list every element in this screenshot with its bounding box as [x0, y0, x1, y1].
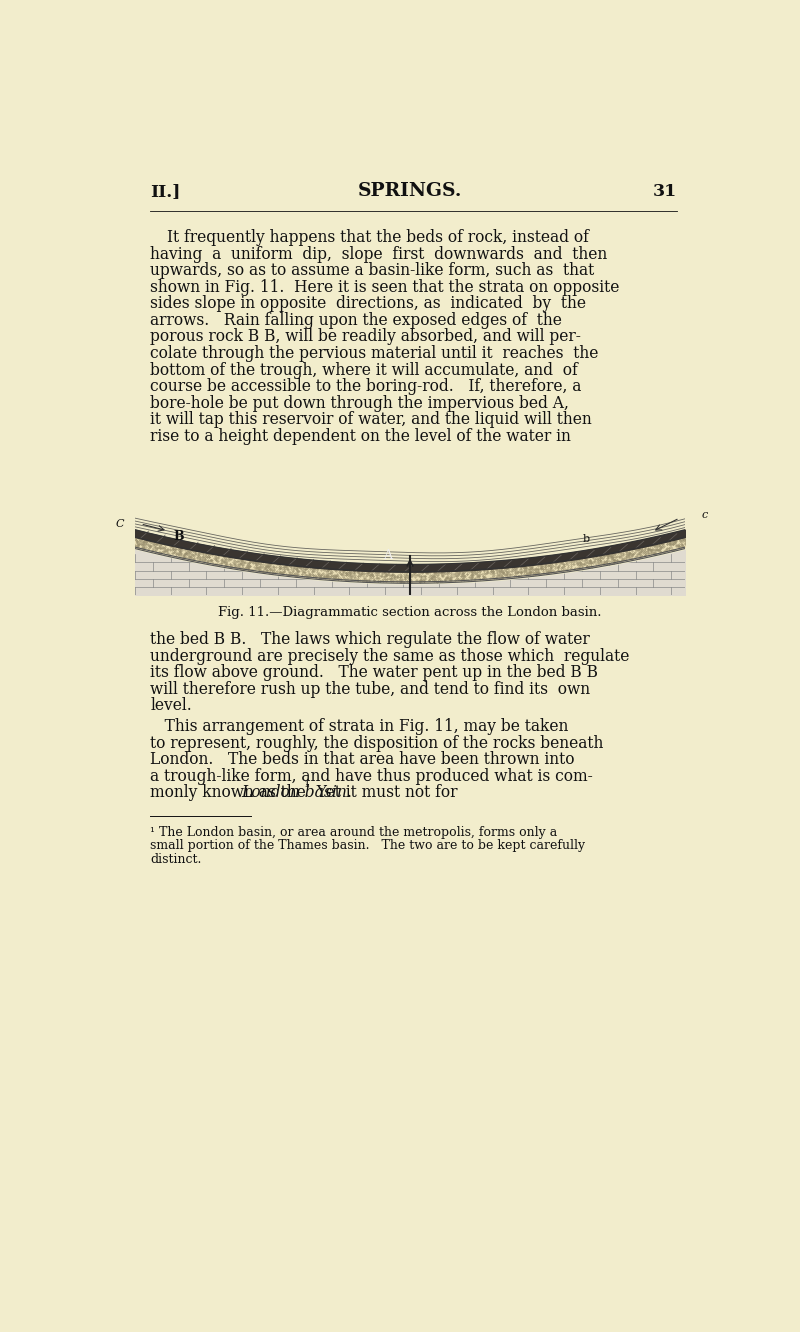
Text: arrows.   Rain falling upon the exposed edges of  the: arrows. Rain falling upon the exposed ed…	[150, 312, 562, 329]
Text: It frequently happens that the beds of rock, instead of: It frequently happens that the beds of r…	[167, 229, 590, 246]
Text: London basin.: London basin.	[242, 785, 353, 802]
Text: porous rock B B, will be readily absorbed, and will per-: porous rock B B, will be readily absorbe…	[150, 329, 582, 345]
Text: II.]: II.]	[150, 182, 181, 200]
Text: small portion of the Thames basin.   The two are to be kept carefully: small portion of the Thames basin. The t…	[150, 839, 586, 852]
Text: course be accessible to the boring-rod.   If, therefore, a: course be accessible to the boring-rod. …	[150, 378, 582, 396]
Text: its flow above ground.   The water pent up in the bed B B: its flow above ground. The water pent up…	[150, 665, 598, 681]
Text: 1: 1	[304, 779, 310, 789]
Text: Yet it must not for: Yet it must not for	[307, 785, 458, 802]
Text: This arrangement of strata in Fig. 11, may be taken: This arrangement of strata in Fig. 11, m…	[150, 718, 569, 735]
Text: Fig. 11.—Diagrammatic section across the London basin.: Fig. 11.—Diagrammatic section across the…	[218, 606, 602, 619]
Text: monly known as the: monly known as the	[150, 785, 311, 802]
Text: ¹ The London basin, or area around the metropolis, forms only a: ¹ The London basin, or area around the m…	[150, 826, 558, 839]
Text: a trough-like form, and have thus produced what is com-: a trough-like form, and have thus produc…	[150, 767, 593, 785]
Text: it will tap this reservoir of water, and the liquid will then: it will tap this reservoir of water, and…	[150, 412, 592, 429]
Text: SPRINGS.: SPRINGS.	[358, 182, 462, 200]
Text: upwards, so as to assume a basin-like form, such as  that: upwards, so as to assume a basin-like fo…	[150, 262, 594, 280]
Text: underground are precisely the same as those which  regulate: underground are precisely the same as th…	[150, 647, 630, 665]
Text: the bed B B.   The laws which regulate the flow of water: the bed B B. The laws which regulate the…	[150, 631, 590, 649]
Text: to represent, roughly, the disposition of the rocks beneath: to represent, roughly, the disposition o…	[150, 735, 604, 751]
Text: bore-hole be put down through the impervious bed A,: bore-hole be put down through the imperv…	[150, 394, 570, 412]
Text: London.   The beds in that area have been thrown into: London. The beds in that area have been …	[150, 751, 575, 769]
Text: colate through the pervious material until it  reaches  the: colate through the pervious material unt…	[150, 345, 598, 362]
Text: distinct.: distinct.	[150, 852, 202, 866]
Text: having  a  uniform  dip,  slope  first  downwards  and  then: having a uniform dip, slope first downwa…	[150, 245, 608, 262]
Text: sides slope in opposite  directions, as  indicated  by  the: sides slope in opposite directions, as i…	[150, 296, 586, 313]
Text: bottom of the trough, where it will accumulate, and  of: bottom of the trough, where it will accu…	[150, 361, 578, 378]
Text: shown in Fig. 11.  Here it is seen that the strata on opposite: shown in Fig. 11. Here it is seen that t…	[150, 278, 620, 296]
Text: 31: 31	[653, 182, 678, 200]
Text: level.: level.	[150, 697, 192, 714]
Text: will therefore rush up the tube, and tend to find its  own: will therefore rush up the tube, and ten…	[150, 681, 590, 698]
Text: rise to a height dependent on the level of the water in: rise to a height dependent on the level …	[150, 428, 571, 445]
